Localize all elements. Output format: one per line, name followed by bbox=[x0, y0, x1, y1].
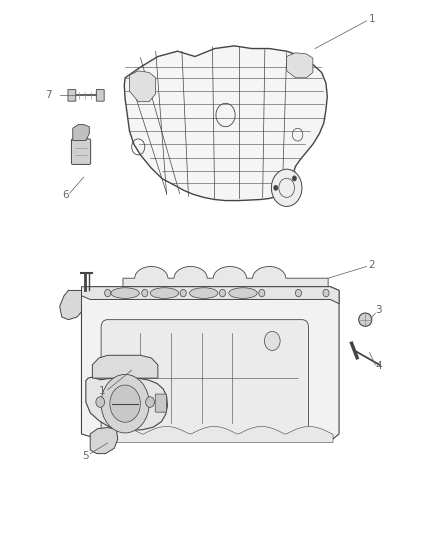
Ellipse shape bbox=[359, 313, 372, 326]
Polygon shape bbox=[92, 356, 158, 378]
Polygon shape bbox=[86, 377, 167, 430]
Circle shape bbox=[292, 176, 297, 181]
Circle shape bbox=[259, 289, 265, 297]
Circle shape bbox=[180, 289, 186, 297]
Polygon shape bbox=[90, 427, 118, 454]
FancyBboxPatch shape bbox=[155, 394, 166, 412]
Circle shape bbox=[96, 397, 105, 407]
Polygon shape bbox=[81, 287, 339, 439]
Circle shape bbox=[272, 169, 302, 206]
Text: 1: 1 bbox=[99, 386, 105, 397]
Polygon shape bbox=[60, 290, 81, 320]
Polygon shape bbox=[287, 53, 313, 78]
FancyBboxPatch shape bbox=[96, 90, 104, 101]
Circle shape bbox=[105, 289, 111, 297]
Polygon shape bbox=[124, 46, 327, 200]
Ellipse shape bbox=[150, 288, 179, 298]
Circle shape bbox=[142, 289, 148, 297]
Ellipse shape bbox=[190, 288, 218, 298]
Circle shape bbox=[110, 385, 141, 422]
Text: 7: 7 bbox=[46, 90, 52, 100]
Text: 5: 5 bbox=[82, 451, 89, 461]
Circle shape bbox=[295, 289, 301, 297]
Ellipse shape bbox=[229, 288, 257, 298]
Text: 1: 1 bbox=[368, 14, 375, 25]
Polygon shape bbox=[130, 71, 155, 102]
Circle shape bbox=[219, 289, 226, 297]
FancyBboxPatch shape bbox=[101, 320, 308, 439]
Polygon shape bbox=[123, 266, 328, 287]
Text: 3: 3 bbox=[375, 305, 382, 315]
FancyBboxPatch shape bbox=[68, 90, 76, 101]
Text: 4: 4 bbox=[375, 361, 382, 372]
Circle shape bbox=[146, 397, 154, 407]
Ellipse shape bbox=[111, 288, 139, 298]
Text: 6: 6 bbox=[62, 190, 69, 200]
Circle shape bbox=[274, 185, 278, 190]
FancyBboxPatch shape bbox=[71, 139, 91, 165]
Polygon shape bbox=[81, 287, 339, 304]
Circle shape bbox=[101, 374, 149, 433]
Circle shape bbox=[265, 332, 280, 351]
Text: 2: 2 bbox=[368, 261, 375, 270]
Polygon shape bbox=[73, 125, 89, 141]
Circle shape bbox=[323, 289, 329, 297]
